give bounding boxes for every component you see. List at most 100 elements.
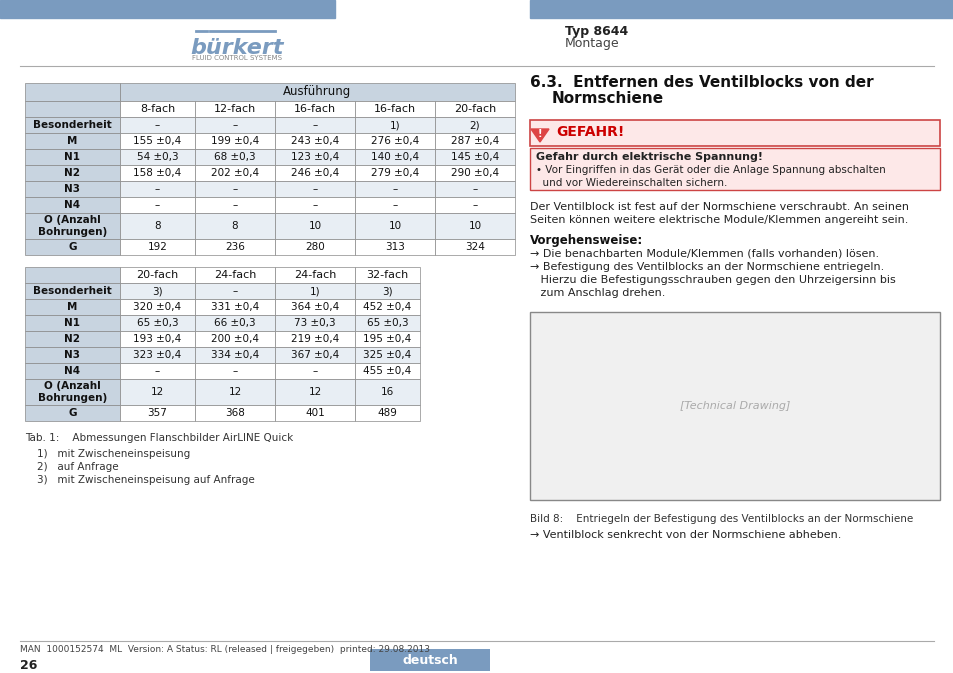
Bar <box>274 347 355 363</box>
Bar <box>274 165 355 181</box>
Bar <box>194 405 274 421</box>
Text: 368: 368 <box>225 408 245 418</box>
Text: N4: N4 <box>65 366 80 376</box>
Text: –: – <box>154 200 160 210</box>
Bar <box>355 299 419 315</box>
Text: –: – <box>312 120 317 130</box>
Text: 287 ±0,4: 287 ±0,4 <box>451 136 498 146</box>
Text: 1)   mit Zwischeneinspeisung: 1) mit Zwischeneinspeisung <box>37 449 190 459</box>
Text: 20-fach: 20-fach <box>136 270 178 280</box>
Text: • Vor Eingriffen in das Gerät oder die Anlage Spannung abschalten
  und vor Wied: • Vor Eingriffen in das Gerät oder die A… <box>536 165 884 188</box>
Text: N4: N4 <box>65 200 80 210</box>
Bar <box>120 239 194 255</box>
Bar <box>25 347 120 363</box>
Text: N2: N2 <box>65 168 80 178</box>
Text: 192: 192 <box>148 242 168 252</box>
Text: 334 ±0,4: 334 ±0,4 <box>211 350 259 360</box>
Bar <box>355 347 419 363</box>
Bar <box>274 315 355 331</box>
Text: 452 ±0,4: 452 ±0,4 <box>363 302 411 312</box>
Bar <box>435 149 515 165</box>
Bar <box>25 83 120 101</box>
Bar <box>120 149 194 165</box>
Text: –: – <box>312 366 317 376</box>
Bar <box>274 405 355 421</box>
Text: Montage: Montage <box>564 37 619 50</box>
Text: 10: 10 <box>308 221 321 231</box>
Bar <box>25 283 120 299</box>
Text: Vorgehensweise:: Vorgehensweise: <box>530 234 642 247</box>
Bar <box>274 101 355 117</box>
Text: 12: 12 <box>308 387 321 397</box>
Text: 66 ±0,3: 66 ±0,3 <box>214 318 255 328</box>
Bar <box>435 101 515 117</box>
Text: –: – <box>233 120 237 130</box>
Text: 219 ±0,4: 219 ±0,4 <box>291 334 338 344</box>
Text: –: – <box>154 366 160 376</box>
Text: 26: 26 <box>20 659 37 672</box>
Text: Besonderheit: Besonderheit <box>33 120 112 130</box>
Text: –: – <box>233 184 237 194</box>
Bar <box>355 133 435 149</box>
Text: 145 ±0,4: 145 ±0,4 <box>451 152 498 162</box>
Text: 357: 357 <box>148 408 168 418</box>
Bar <box>355 101 435 117</box>
Text: 10: 10 <box>468 221 481 231</box>
Text: 16: 16 <box>380 387 394 397</box>
Text: 290 ±0,4: 290 ±0,4 <box>451 168 498 178</box>
Bar <box>194 299 274 315</box>
Bar <box>194 363 274 379</box>
Bar <box>274 239 355 255</box>
Bar <box>25 101 120 117</box>
Bar <box>370 649 490 671</box>
Text: G: G <box>69 242 76 252</box>
Text: Gefahr durch elektrische Spannung!: Gefahr durch elektrische Spannung! <box>536 152 762 162</box>
Text: → Befestigung des Ventilblocks an der Normschiene entriegeln.
   Hierzu die Befe: → Befestigung des Ventilblocks an der No… <box>530 262 895 298</box>
Bar <box>120 379 194 405</box>
Bar <box>274 149 355 165</box>
Bar <box>355 165 435 181</box>
Bar <box>120 213 194 239</box>
Bar <box>355 197 435 213</box>
Text: 320 ±0,4: 320 ±0,4 <box>133 302 181 312</box>
Bar <box>194 133 274 149</box>
Bar <box>25 117 120 133</box>
Text: –: – <box>154 120 160 130</box>
Bar <box>355 363 419 379</box>
Bar <box>194 379 274 405</box>
Text: 140 ±0,4: 140 ±0,4 <box>371 152 418 162</box>
Bar <box>194 165 274 181</box>
Bar <box>355 267 419 283</box>
Text: 16-fach: 16-fach <box>294 104 335 114</box>
Bar <box>435 165 515 181</box>
Text: 73 ±0,3: 73 ±0,3 <box>294 318 335 328</box>
Bar <box>0 0 335 18</box>
Bar <box>120 283 194 299</box>
Bar <box>120 299 194 315</box>
Text: 54 ±0,3: 54 ±0,3 <box>136 152 178 162</box>
Text: 199 ±0,4: 199 ±0,4 <box>211 136 259 146</box>
Bar <box>25 267 120 283</box>
Text: N1: N1 <box>65 152 80 162</box>
Text: 12: 12 <box>228 387 241 397</box>
Bar <box>120 267 194 283</box>
Bar <box>194 149 274 165</box>
Bar <box>25 379 120 405</box>
Bar <box>120 197 194 213</box>
Text: 16-fach: 16-fach <box>374 104 416 114</box>
Bar <box>194 181 274 197</box>
Bar <box>530 0 953 18</box>
Bar <box>355 315 419 331</box>
Text: 279 ±0,4: 279 ±0,4 <box>371 168 418 178</box>
Text: 2)   auf Anfrage: 2) auf Anfrage <box>37 462 118 472</box>
Text: Tab. 1:    Abmessungen Flanschbilder AirLINE Quick: Tab. 1: Abmessungen Flanschbilder AirLIN… <box>25 433 293 443</box>
Text: 246 ±0,4: 246 ±0,4 <box>291 168 338 178</box>
Text: N2: N2 <box>65 334 80 344</box>
Bar <box>355 149 435 165</box>
Text: 313: 313 <box>385 242 404 252</box>
Bar <box>25 165 120 181</box>
Bar <box>120 133 194 149</box>
Bar <box>355 213 435 239</box>
Text: N1: N1 <box>65 318 80 328</box>
Text: !: ! <box>537 129 541 139</box>
